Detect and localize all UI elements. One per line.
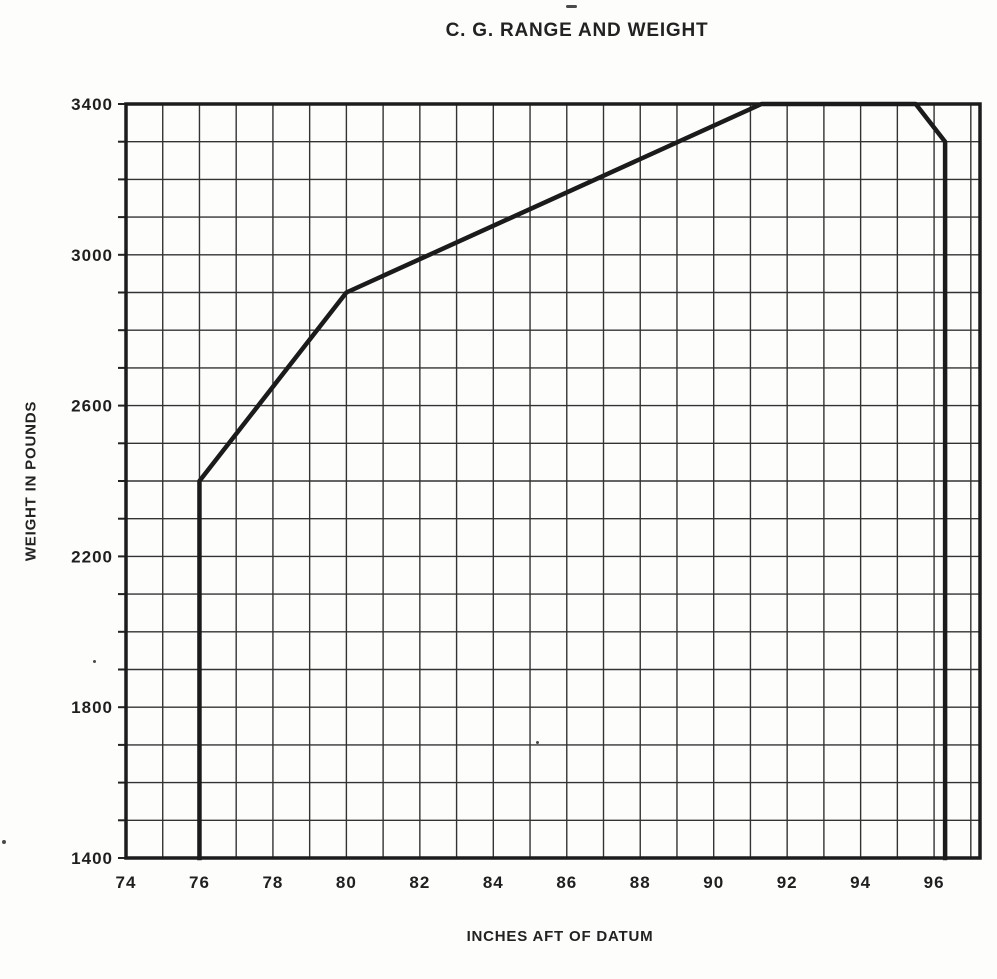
y-tick-label: 2200 (71, 547, 113, 566)
y-tick-label: 2600 (71, 397, 113, 416)
x-tick-label: 82 (409, 873, 430, 892)
plot-border (124, 102, 982, 860)
x-tick-label: 84 (483, 873, 504, 892)
y-tick-label: 3000 (71, 246, 113, 265)
x-tick-label: 78 (262, 873, 283, 892)
x-tick-label: 86 (556, 873, 577, 892)
x-tick-label: 94 (850, 873, 871, 892)
scan-speck (2, 840, 6, 844)
chart-title: C. G. RANGE AND WEIGHT (445, 20, 709, 41)
x-tick-label: 92 (777, 873, 798, 892)
x-tick-label: 74 (116, 873, 137, 892)
x-tick-label: 90 (703, 873, 724, 892)
x-axis-title: INCHES AFT OF DATUM (466, 928, 654, 945)
x-tick-label: 80 (336, 873, 357, 892)
cg-envelope-line (197, 101, 948, 861)
y-tick-label: 1800 (71, 698, 113, 717)
x-tick-label: 76 (189, 873, 210, 892)
scan-speck (536, 741, 539, 744)
y-tick-label: 1400 (71, 849, 113, 868)
scan-speck (93, 660, 96, 663)
x-tick-label: 88 (630, 873, 651, 892)
x-tick-label: 96 (924, 873, 945, 892)
plot-area: 74 76 78 80 82 84 86 88 90 92 94 96 1400 1800 2200 2600… (71, 95, 982, 892)
scan-speck (566, 5, 577, 8)
y-tick-label: 3400 (71, 95, 113, 114)
